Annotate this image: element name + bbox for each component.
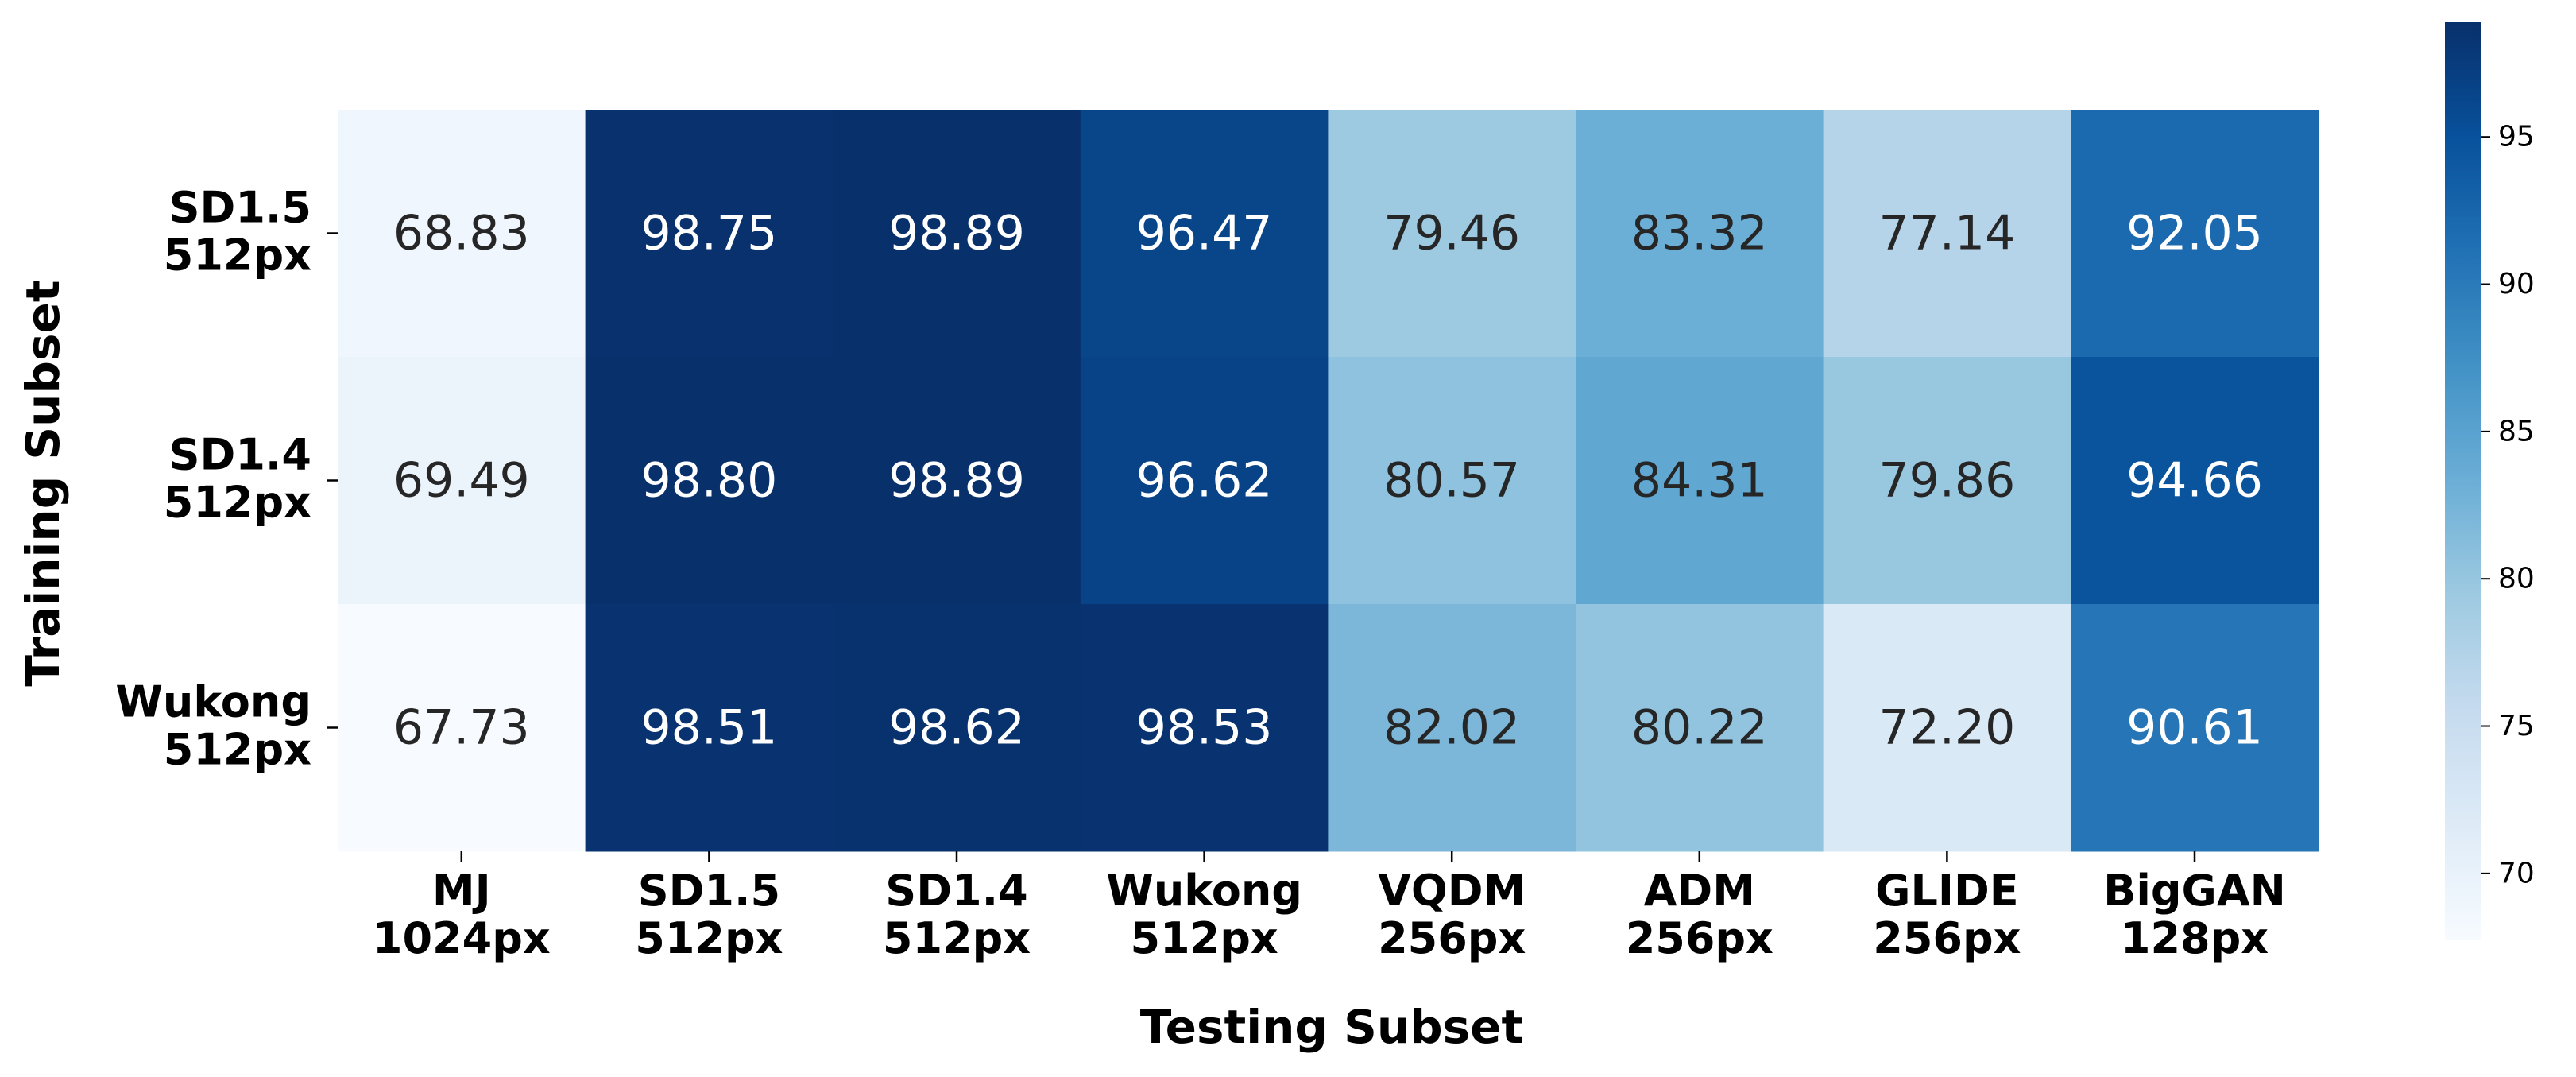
cell-value-label: 82.02 [1383,700,1520,756]
heatmap-cell [833,604,1081,852]
colorbar-tick-label: 95 [2498,121,2535,153]
cell-value-label: 90.61 [2126,700,2263,756]
cell-value-label: 72.20 [1879,700,2016,756]
colorbar-tick-label: 70 [2498,857,2535,889]
heatmap-cell [2071,357,2319,605]
colorbar: 70 75 80 85 90 95 [2445,22,2535,940]
heatmap-cell [338,110,586,358]
colorbar-tick-label: 85 [2498,415,2535,447]
heatmap-cell [2071,110,2319,358]
cell-value-label: 98.80 [641,453,778,509]
heatmap-cell [1823,357,2071,605]
y-axis: SD1.5 512px SD1.4 512px Wukong 512px [115,183,338,775]
heatmap-cell [585,357,834,605]
x-tick-label: GLIDE 256px [1873,866,2021,963]
x-tick-label: SD1.5 512px [635,866,783,963]
y-tick-label: Wukong 512px [115,677,311,775]
heatmap-cell [585,110,834,358]
heatmap-cell [585,604,834,852]
heatmap-cell [1576,110,1824,358]
cell-value-label: 80.57 [1383,453,1520,509]
cell-value-label: 67.73 [393,700,530,756]
cell-value-label: 96.62 [1136,453,1273,509]
x-axis: MJ 1024px SD1.5 512px SD1.4 512px Wukong 512px V… [373,851,2286,963]
heatmap-cell [1328,110,1576,358]
cell-value-label: 83.32 [1631,206,1768,262]
colorbar-tick-label: 90 [2498,268,2535,300]
x-axis-title: Testing Subset [1140,1000,1524,1054]
cell-value-label: 68.83 [393,206,530,262]
x-tick-label: VQDM 256px [1378,866,1526,963]
cell-value-label: 98.53 [1136,700,1273,756]
cell-value-label: 98.89 [888,453,1025,509]
cell-value-label: 98.62 [888,700,1025,756]
cell-value-label: 84.31 [1631,453,1768,509]
heatmap-cell [1823,604,2071,852]
x-tick-label: SD1.4 512px [883,866,1031,963]
heatmap-cells [338,110,2319,852]
cell-value-label: 98.51 [641,700,778,756]
x-tick-label: Wukong 512px [1106,866,1302,963]
heatmap-cell-labels: 68.83 98.75 98.89 96.47 79.46 83.32 77.14 92.05… [393,206,2263,756]
heatmap-cell [1328,357,1576,605]
cell-value-label: 80.22 [1631,700,1768,756]
cell-value-label: 98.75 [641,206,778,262]
heatmap-cell [1080,357,1329,605]
heatmap-cell [338,604,586,852]
heatmap-cell [1576,357,1824,605]
heatmap-cell [1823,110,2071,358]
cell-value-label: 94.66 [2126,453,2263,509]
heatmap-cell [338,357,586,605]
y-tick-label: SD1.5 512px [164,183,311,281]
x-tick-label: BigGAN 128px [2103,866,2286,963]
cell-value-label: 69.49 [393,453,530,509]
cell-value-label: 79.46 [1383,206,1520,262]
x-tick-label: ADM 256px [1626,866,1773,963]
cell-value-label: 96.47 [1136,206,1273,262]
heatmap-cell [1576,604,1824,852]
heatmap-cell [1080,110,1329,358]
colorbar-tick-label: 75 [2498,710,2535,742]
heatmap-cell [2071,604,2319,852]
colorbar-tick-label: 80 [2498,563,2535,595]
x-tick-label: MJ 1024px [373,866,551,963]
cell-value-label: 92.05 [2126,206,2263,262]
cell-value-label: 79.86 [1879,453,2016,509]
colorbar-ticks: 70 75 80 85 90 95 [2481,121,2535,889]
colorbar-gradient [2445,22,2481,940]
heatmap-cell [833,110,1081,358]
y-tick-label: SD1.4 512px [164,430,311,528]
heatmap-cell [1080,604,1329,852]
cell-value-label: 98.89 [888,206,1025,262]
heatmap-cell [833,357,1081,605]
cell-value-label: 77.14 [1879,206,2016,262]
heatmap-cell [1328,604,1576,852]
y-axis-title: Training Subset [16,280,70,686]
